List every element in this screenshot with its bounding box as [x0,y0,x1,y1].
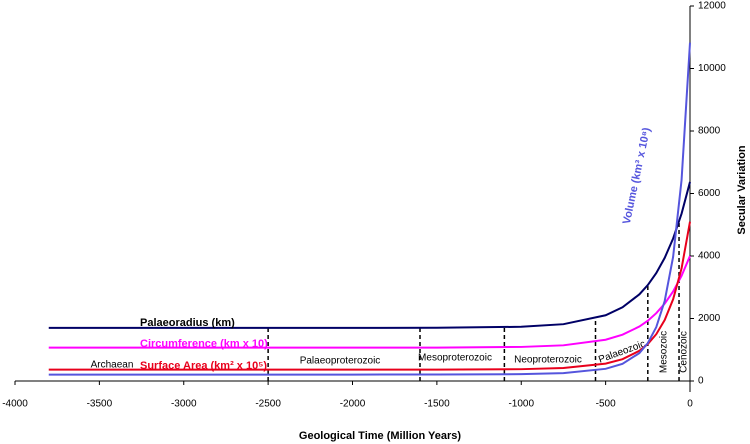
period-label: Cenozoic [679,331,690,373]
y-tick-label: 12000 [698,1,726,12]
period-label: Archaean [91,360,134,371]
y-tick-label: 0 [698,376,704,387]
series-label: Palaeoradius (km) [140,317,235,329]
period-label: Mesoproterozoic [418,353,492,364]
period-label: Mesozoic [659,331,670,373]
x-tick-label: -2000 [340,399,366,410]
x-axis-label: Geological Time (Million Years) [299,430,462,442]
y-tick-label: 4000 [698,251,721,262]
series-label: Surface Area (km² x 10⁵) [140,360,267,372]
y-tick-label: 2000 [698,313,721,324]
x-tick-label: -4000 [2,399,28,410]
period-label: Palaeoproterozoic [300,356,381,367]
x-tick-label: -1500 [424,399,450,410]
x-tick-label: -3000 [171,399,197,410]
x-tick-label: -3500 [87,399,113,410]
y-tick-label: 10000 [698,63,726,74]
series-line [48,255,691,349]
x-tick-label: -1000 [508,399,534,410]
x-tick-label: 0 [687,399,693,410]
series-line [48,181,691,329]
x-tick-label: -2500 [255,399,281,410]
series-line [48,221,691,371]
y-tick-label: 6000 [698,188,721,199]
series-label: Circumference (km x 10) [140,338,268,350]
y-axis-label: Secular Variation [736,145,748,235]
series-label: Volume (km³ x 10⁸) [621,126,653,225]
y-tick-label: 8000 [698,126,721,137]
period-label: Neoproterozoic [514,355,582,366]
x-tick-label: -500 [596,399,616,410]
series-line [48,42,691,376]
